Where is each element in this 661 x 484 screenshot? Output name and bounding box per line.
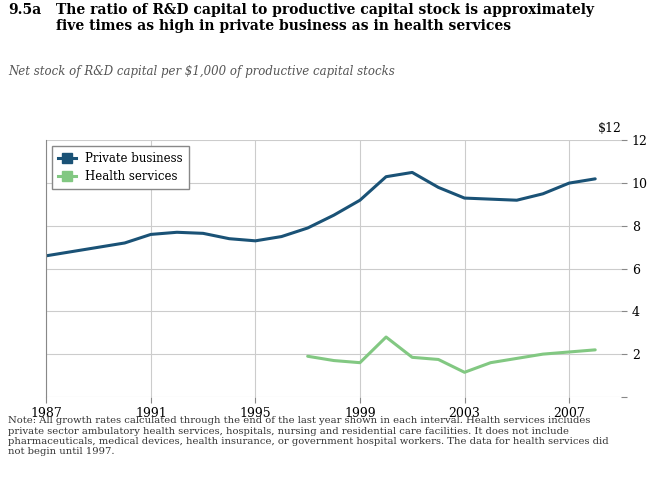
Text: Note: All growth rates calculated through the end of the last year shown in each: Note: All growth rates calculated throug…	[8, 416, 609, 456]
Text: $12: $12	[598, 122, 621, 135]
Legend: Private business, Health services: Private business, Health services	[52, 146, 189, 189]
Text: Net stock of R&D capital per $1,000 of productive capital stocks: Net stock of R&D capital per $1,000 of p…	[8, 65, 395, 78]
Text: 9.5a: 9.5a	[8, 3, 41, 17]
Text: The ratio of R&D capital to productive capital stock is approximately
five times: The ratio of R&D capital to productive c…	[56, 3, 594, 33]
